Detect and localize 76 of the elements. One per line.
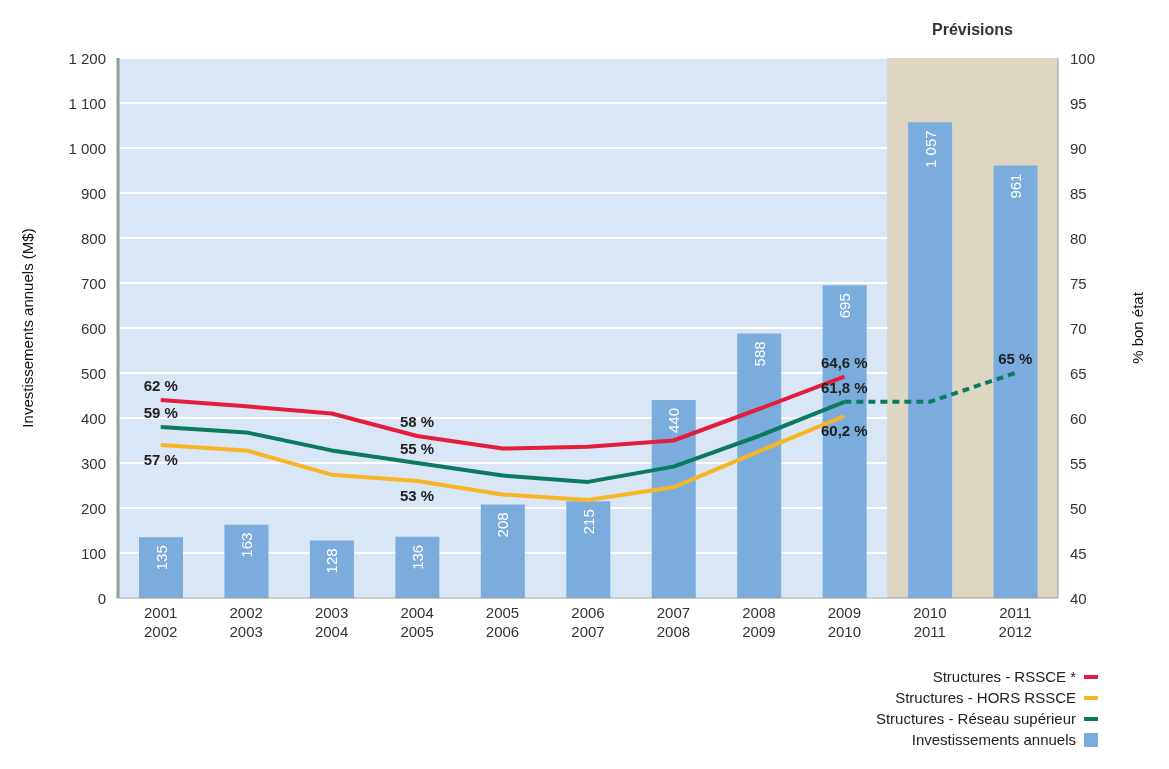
data-label: 215 <box>579 509 597 535</box>
y2-tick-label: 75 <box>1070 274 1087 292</box>
y-tick-label: 200 <box>80 499 106 517</box>
data-label: 65 % <box>998 350 1033 367</box>
x-tick-label: 2010 2011 <box>913 604 947 640</box>
data-label: 208 <box>494 512 512 538</box>
bar <box>993 165 1038 598</box>
legend-label: Structures - HORS RSSCE <box>895 689 1076 706</box>
y2-tick-label: 85 <box>1070 184 1087 202</box>
data-label: 57 % <box>143 451 178 468</box>
data-label: 128 <box>323 548 341 574</box>
x-tick-label: 2008 2009 <box>742 604 776 640</box>
y2-tick-label: 70 <box>1070 319 1087 337</box>
y-tick-label: 1 100 <box>68 94 106 112</box>
band-label: Prévisions <box>932 21 1014 39</box>
y-tick-label: 500 <box>80 364 106 382</box>
y-tick-label: 600 <box>80 319 106 337</box>
y-tick-label: 1 000 <box>68 139 106 157</box>
y2-tick-label: 90 <box>1070 139 1087 157</box>
x-tick-label: 2003 2004 <box>314 604 349 640</box>
bar <box>395 536 440 598</box>
data-label: 163 <box>237 532 255 558</box>
bar <box>566 501 611 598</box>
data-label: 1 057 <box>921 130 939 168</box>
bar <box>480 504 525 598</box>
y2-tick-label: 80 <box>1070 229 1087 247</box>
y2-tick-label: 100 <box>1070 49 1096 67</box>
data-label: 58 % <box>399 413 435 430</box>
y2-tick-label: 50 <box>1070 499 1087 517</box>
x-tick-label: 2001 2002 <box>144 604 178 640</box>
data-label: 62 % <box>143 377 178 394</box>
x-tick-label: 2002 2003 <box>229 604 263 640</box>
y2-tick-label: 60 <box>1070 409 1087 427</box>
bar <box>737 333 782 598</box>
y-tick-label: 400 <box>80 409 106 427</box>
data-label: 136 <box>408 544 426 570</box>
data-label: 53 % <box>399 487 435 504</box>
y-tick-label: 0 <box>97 589 106 607</box>
bar <box>822 285 867 598</box>
x-tick-label: 2006 2007 <box>571 604 605 640</box>
y2-tick-label: 45 <box>1070 544 1087 562</box>
legend-label: Structures - RSSCE * <box>932 668 1076 685</box>
data-label: 64,6 % <box>821 353 868 371</box>
x-tick-label: 2005 2006 <box>485 604 520 640</box>
data-label: 60,2 % <box>821 422 868 440</box>
y-tick-label: 800 <box>80 229 106 247</box>
data-label: 588 <box>750 341 768 367</box>
y2-tick-label: 40 <box>1070 589 1087 607</box>
bar <box>651 400 696 598</box>
y-tick-label: 900 <box>80 184 106 202</box>
data-label: 61,8 % <box>821 378 868 396</box>
bar <box>309 540 354 598</box>
data-label: 55 % <box>399 440 435 457</box>
bar <box>908 122 953 598</box>
legend-label: Structures - Réseau supérieur <box>875 710 1076 727</box>
data-label: 59 % <box>143 404 178 421</box>
y-tick-label: 700 <box>80 274 106 292</box>
y-tick-label: 1 200 <box>68 49 106 67</box>
legend-label: Investissements annuels <box>911 731 1076 748</box>
data-label: 135 <box>152 545 170 571</box>
x-tick-label: 2011 2012 <box>998 604 1032 640</box>
bar <box>224 524 269 598</box>
data-label: 440 <box>665 408 683 434</box>
y2-tick-label: 55 <box>1070 454 1087 472</box>
x-tick-label: 2009 2010 <box>827 604 862 640</box>
y-tick-label: 100 <box>80 544 106 562</box>
y-tick-label: 300 <box>80 454 106 472</box>
data-label: 961 <box>1007 173 1025 199</box>
x-tick-label: 2007 2008 <box>656 604 691 640</box>
y2-tick-label: 95 <box>1070 94 1087 112</box>
y2-axis-title: % bon état <box>1129 291 1147 364</box>
y2-tick-label: 65 <box>1070 364 1087 382</box>
data-label: 695 <box>836 293 854 319</box>
y-axis-title: Investissements annuels (M$) <box>19 228 37 428</box>
x-tick-label: 2004 2005 <box>400 604 434 640</box>
bar <box>139 537 183 598</box>
